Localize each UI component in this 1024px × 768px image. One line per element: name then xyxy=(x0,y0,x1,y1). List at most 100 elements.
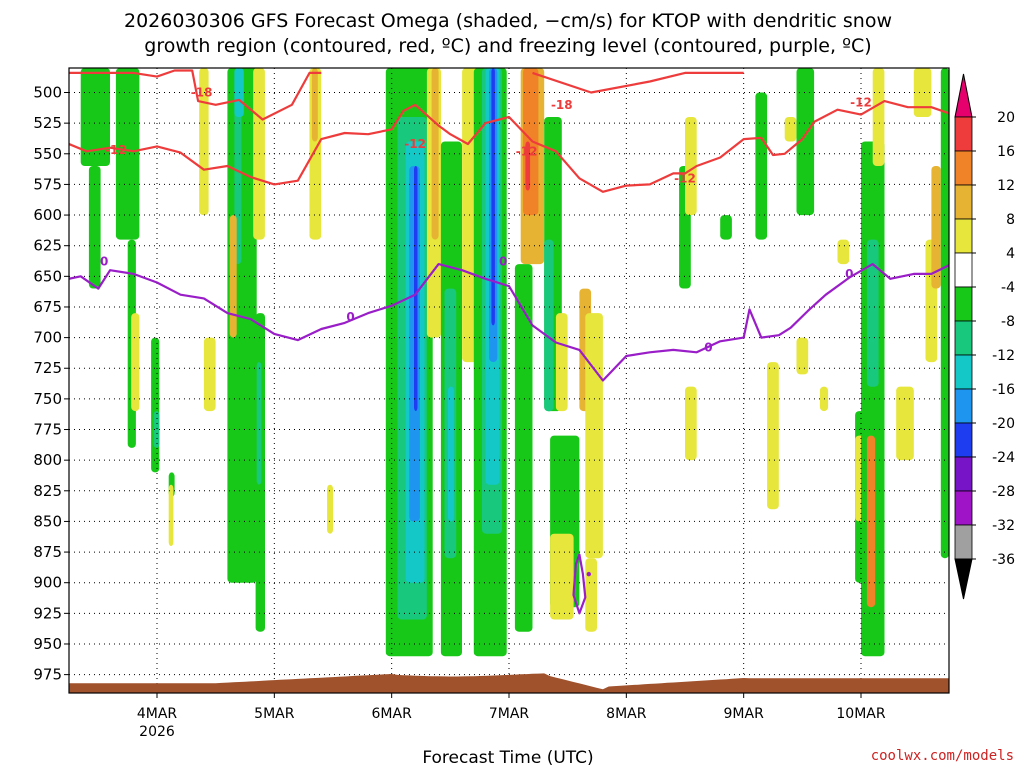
omega-cell-53 xyxy=(720,215,732,240)
ytick-label-525: 525 xyxy=(33,114,62,132)
omega-cell-68 xyxy=(913,68,932,117)
x-axis-title: Forecast Time (UTC) xyxy=(422,748,593,768)
colorbar-label-9: -20 xyxy=(992,416,1015,432)
xtick-year-label: 2026 xyxy=(139,724,175,740)
contour-minus18-east xyxy=(532,71,744,94)
ytick-label-675: 675 xyxy=(33,298,62,316)
contour-label-7: 0 xyxy=(100,255,108,269)
colorbar-swatch-9 xyxy=(954,422,973,458)
contour-label-11: 0 xyxy=(845,267,853,281)
omega-cell-0 xyxy=(80,68,110,166)
contour-label-10: 0 xyxy=(704,340,712,354)
colorbar-label-7: -12 xyxy=(992,348,1015,364)
ytick-label-550: 550 xyxy=(33,145,62,163)
omega-cell-57 xyxy=(796,68,815,216)
gridlines xyxy=(69,68,949,693)
omega-cell-64 xyxy=(866,239,879,387)
omega-cell-41 xyxy=(514,264,533,632)
ytick-label-800: 800 xyxy=(33,451,62,469)
xtick-label-7MAR: 7MAR xyxy=(489,706,530,722)
contour-label-4: -12 xyxy=(516,144,538,158)
colorbar-swatch-11 xyxy=(954,490,973,526)
terrain-surface xyxy=(69,673,949,693)
omega-cell-60 xyxy=(837,239,850,265)
omega-cell-58 xyxy=(796,337,809,375)
colorbar-swatch-8 xyxy=(954,388,973,424)
omega-cell-40 xyxy=(525,141,531,191)
contours: -18 -18 -12 -12 -12 -12 -12 0 0 0 0 0 xyxy=(69,69,949,615)
contour-label-1: -18 xyxy=(551,98,573,112)
colorbar-label-8: -16 xyxy=(992,382,1015,398)
omega-cell-26 xyxy=(414,166,418,412)
freezing-level-dot xyxy=(586,571,591,577)
ytick-label-850: 850 xyxy=(33,512,62,530)
plot-area: -18 -18 -12 -12 -12 -12 -12 0 0 0 0 0 xyxy=(68,67,950,694)
ytick-label-925: 925 xyxy=(33,604,62,622)
contour-minus18-west xyxy=(69,69,322,121)
time-axis: 4MAR 2026 5MAR 6MAR 7MAR 8MAR 9MAR 10MAR xyxy=(137,693,886,740)
omega-cell-4 xyxy=(131,313,140,412)
omega-cell-6 xyxy=(153,411,160,448)
ytick-label-650: 650 xyxy=(33,267,62,285)
xtick-label-9MAR: 9MAR xyxy=(724,706,765,722)
freezing-level-contour xyxy=(69,263,949,382)
omega-cell-37 xyxy=(491,68,495,326)
omega-cell-51 xyxy=(685,386,697,461)
omega-cell-54 xyxy=(755,92,768,240)
colorbar-swatch-10 xyxy=(954,456,973,492)
colorbar: 20 16 12 8 4 -4 -8 -12 -16 -20 -24 -28 -32 -36 xyxy=(954,73,1015,600)
contour-label-0: -18 xyxy=(191,86,213,100)
omega-cell-55 xyxy=(767,362,779,510)
omega-cell-31 xyxy=(448,386,454,522)
colorbar-swatch-5 xyxy=(954,286,973,322)
colorbar-label-10: -24 xyxy=(992,450,1015,466)
xtick-label-10MAR: 10MAR xyxy=(836,706,885,722)
omega-cell-65 xyxy=(866,435,876,608)
credit-text: coolwx.com/models xyxy=(871,748,1014,764)
ytick-label-625: 625 xyxy=(33,237,62,255)
colorbar-bottom-arrow xyxy=(954,558,973,600)
omega-cell-44 xyxy=(555,313,568,412)
ytick-label-700: 700 xyxy=(33,329,62,347)
xtick-label-6MAR: 6MAR xyxy=(372,706,413,722)
omega-cell-10 xyxy=(168,484,174,546)
chart-title: 2026030306 GFS Forecast Omega (shaded, −… xyxy=(124,10,892,32)
omega-cell-56 xyxy=(784,117,797,142)
omega-cell-70 xyxy=(931,166,941,289)
colorbar-label-12: -32 xyxy=(992,518,1015,534)
colorbar-top-arrow xyxy=(954,73,973,118)
colorbar-swatch-0 xyxy=(954,116,973,152)
colorbar-swatch-1 xyxy=(954,150,973,186)
omega-cell-7 xyxy=(199,68,209,216)
ytick-label-875: 875 xyxy=(33,543,62,561)
colorbar-label-6: -8 xyxy=(1001,314,1015,330)
omega-cell-20 xyxy=(311,68,318,142)
colorbar-label-5: -4 xyxy=(1001,280,1015,296)
omega-cell-52 xyxy=(685,117,697,215)
omega-cell-15 xyxy=(229,215,237,338)
omega-cell-66 xyxy=(872,68,885,166)
colorbar-swatch-4 xyxy=(954,252,973,288)
omega-cell-67 xyxy=(896,386,914,461)
colorbar-label-13: -36 xyxy=(992,552,1015,568)
colorbar-label-2: 12 xyxy=(997,178,1015,194)
ytick-label-775: 775 xyxy=(33,421,62,439)
omega-cell-1 xyxy=(88,166,101,289)
ytick-label-900: 900 xyxy=(33,574,62,592)
ytick-label-575: 575 xyxy=(33,175,62,193)
xtick-label-5MAR: 5MAR xyxy=(254,706,295,722)
contour-label-6: -12 xyxy=(850,95,872,109)
ytick-label-750: 750 xyxy=(33,390,62,408)
colorbar-swatch-2 xyxy=(954,184,973,220)
colorbar-label-1: 16 xyxy=(997,144,1015,160)
colorbar-swatch-12 xyxy=(954,524,973,560)
terrain-fill xyxy=(69,673,949,693)
omega-cell-49 xyxy=(585,558,597,632)
pressure-axis: 500 525 550 575 600 625 650 675 700 725 750 775 800 8… xyxy=(33,84,69,684)
colorbar-label-0: 20 xyxy=(997,110,1015,126)
contour-label-2: -12 xyxy=(105,143,127,157)
omega-cell-21 xyxy=(327,484,333,534)
omega-shading xyxy=(80,68,949,657)
omega-cell-39 xyxy=(523,68,539,216)
